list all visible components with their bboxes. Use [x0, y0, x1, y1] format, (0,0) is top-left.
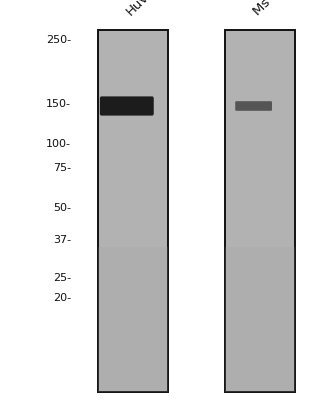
Bar — [225, 30, 295, 392]
FancyBboxPatch shape — [100, 96, 154, 116]
Bar — [225, 247, 295, 392]
FancyBboxPatch shape — [235, 101, 272, 111]
Text: 50-: 50- — [53, 203, 71, 213]
Text: 75-: 75- — [53, 163, 71, 173]
Text: 250-: 250- — [46, 35, 71, 45]
Text: 150-: 150- — [46, 99, 71, 109]
Text: Ms Stomach: Ms Stomach — [251, 0, 317, 18]
Text: Huvec: Huvec — [124, 0, 163, 18]
Text: 25-: 25- — [53, 273, 71, 283]
Text: 100-: 100- — [46, 139, 71, 149]
Text: 20-: 20- — [53, 293, 71, 303]
Bar — [98, 30, 168, 392]
Text: 37-: 37- — [53, 235, 71, 245]
Bar — [98, 247, 168, 392]
